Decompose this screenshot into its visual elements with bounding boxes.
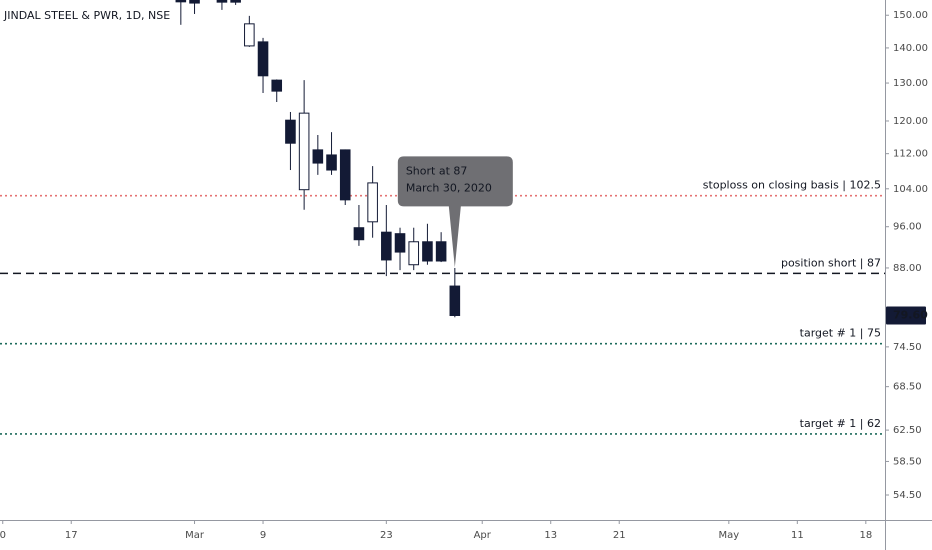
candle-body [216,0,228,3]
candle-body [312,149,324,164]
candle [367,166,378,238]
candle [244,15,255,47]
x-tick-label: 11 [791,530,804,541]
x-tick-label: Mar [185,530,205,541]
x-tick-label: 21 [613,530,626,541]
level-label: position short | 87 [781,256,881,269]
candle [353,205,365,246]
candle-body [449,285,461,316]
candle-body [257,41,269,77]
candle-body [339,149,351,201]
candle [298,80,310,210]
y-tick-label: 74.50 [893,342,922,353]
y-tick-label: 104.00 [893,184,928,195]
candle [175,0,187,25]
candle-body [422,241,433,262]
callout-text: Short at 87 [406,164,468,177]
y-tick-label: 68.50 [893,382,922,393]
candle [285,111,296,171]
plot-area [0,0,885,435]
candle-body [175,0,187,3]
x-tick-label: 17 [65,530,78,541]
candle [339,149,351,206]
candle-body [408,241,420,266]
candle-body [326,154,337,171]
y-tick-label: 62.50 [893,425,922,436]
x-tick-label: May [718,530,739,541]
candle-body [244,23,255,47]
candle-body [394,233,406,253]
x-tick-label: 0 [0,530,6,541]
candle [394,227,406,271]
candle-body [381,231,392,261]
candle [381,205,392,277]
chart-title: JINDAL STEEL & PWR, 1D, NSE [3,9,170,22]
y-tick-label: 88.00 [893,263,922,274]
candle-body [435,241,447,262]
x-tick-label: 9 [260,530,266,541]
x-tick-label: 23 [380,530,393,541]
candle [230,0,241,5]
y-tick-label: 150.00 [893,10,928,21]
candle [449,267,461,318]
candle-body [285,119,296,144]
last-price-tag [886,306,926,325]
candle [435,232,447,263]
candle [216,0,228,10]
candle [326,132,337,175]
level-label: target # 1 | 75 [800,327,881,340]
candle [408,227,420,271]
candle-body [298,112,310,191]
y-tick-label: 112.00 [893,149,928,160]
candle-body [230,0,241,3]
last-price-label: 79.60 [893,308,928,321]
candle [422,223,433,265]
y-tick-label: 58.50 [893,456,922,467]
candle-body [353,227,365,241]
candle-body [271,79,283,92]
candle [312,135,324,175]
y-tick-label: 54.50 [893,490,922,501]
candle [271,79,283,103]
candle-body [367,182,378,223]
callout-box [397,156,513,268]
y-tick-label: 130.00 [893,78,928,89]
callout-text: March 30, 2020 [406,181,492,194]
x-tick-label: 13 [544,530,557,541]
level-label: stoploss on closing basis | 102.5 [703,179,881,192]
candle [189,0,200,14]
y-tick-label: 120.00 [893,116,928,127]
y-tick-label: 96.00 [893,222,922,233]
candle [257,37,269,93]
x-tick-label: Apr [474,530,492,541]
x-tick-label: 18 [859,530,872,541]
y-tick-label: 140.00 [893,43,928,54]
candle-body [189,0,200,4]
level-label: target # 1 | 62 [800,417,881,430]
